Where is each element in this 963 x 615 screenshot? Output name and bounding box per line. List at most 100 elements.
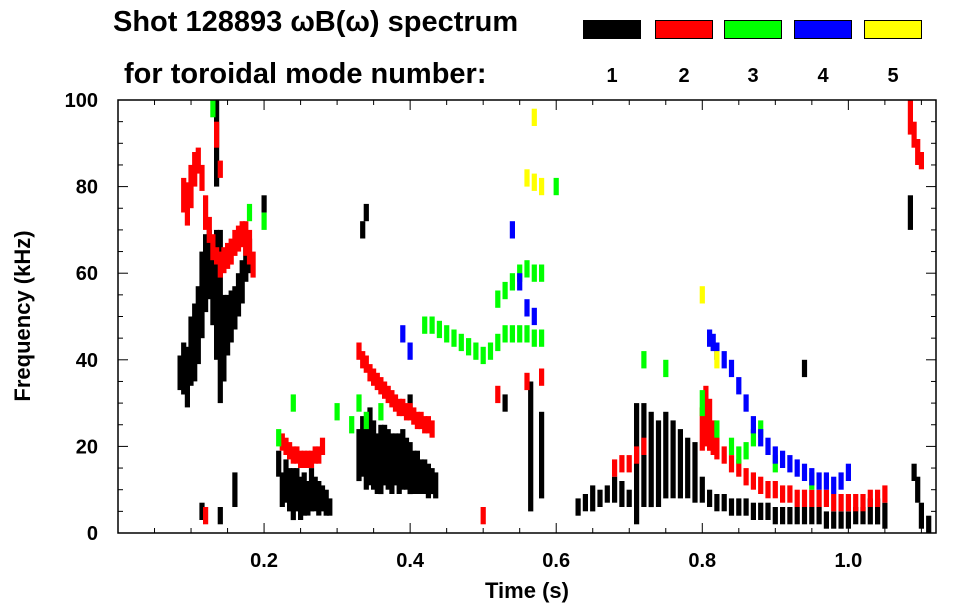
spectrum-point (524, 260, 530, 278)
x-tick-label: 1.0 (834, 550, 862, 572)
legend-label-3: 3 (747, 65, 759, 87)
spectrum-point (531, 264, 537, 282)
spectrum-point (228, 290, 234, 343)
spectrum-point (246, 229, 253, 265)
spectrum-point (203, 234, 209, 313)
spectrum-point (276, 429, 282, 447)
spectrum-point (466, 338, 472, 356)
spectrum-point (517, 264, 523, 282)
spectrum-point (772, 446, 778, 464)
spectrum-point (356, 394, 362, 412)
spectrum-point (473, 342, 479, 360)
spectrum-point (323, 489, 329, 516)
spectrum-point (378, 377, 384, 395)
spectrum-point (765, 481, 771, 499)
spectrum-point (385, 385, 391, 404)
spectrum-point (853, 507, 859, 525)
spectrum-point (363, 411, 369, 430)
spectrum-point (422, 316, 428, 334)
spectrum-point (509, 273, 515, 291)
spectrum-point (743, 442, 749, 460)
spectrum-point (239, 221, 245, 248)
spectrum-point (199, 502, 205, 520)
spectrum-point (192, 152, 198, 187)
y-tick-label: 80 (76, 177, 98, 199)
spectrum-point (235, 225, 242, 252)
spectrum-point (184, 182, 190, 226)
spectrum-point (714, 433, 720, 460)
spectrum-point (276, 450, 282, 477)
spectrum-point (422, 459, 428, 494)
spectrum-point (772, 481, 778, 499)
spectrum-point (524, 169, 530, 187)
spectrum-point (707, 329, 713, 347)
spectrum-point (831, 476, 837, 494)
spectrum-point (301, 450, 307, 468)
spectrum-point (707, 489, 713, 507)
spectrum-point (838, 511, 844, 529)
spectrum-point (184, 346, 190, 408)
series-mode-3 (210, 100, 815, 490)
spectrum-point (210, 234, 216, 261)
spectrum-point (294, 446, 300, 464)
spectrum-point (634, 446, 640, 464)
spectrum-point (495, 290, 501, 308)
spectrum-point (436, 320, 442, 339)
spectrum-point (699, 407, 705, 451)
spectrum-point (392, 394, 399, 412)
spectrum-point (710, 333, 716, 352)
series-mode-1 (177, 100, 932, 533)
spectrum-point (374, 433, 380, 494)
spectrum-point (728, 498, 735, 516)
spectrum-point (780, 507, 786, 525)
spectrum-point (232, 229, 238, 256)
spectrum-point (703, 385, 709, 447)
spectrum-point (425, 463, 431, 499)
spectrum-point (539, 411, 545, 499)
spectrum-point (867, 489, 873, 507)
spectrum-point (228, 238, 234, 265)
y-tick-label: 60 (76, 263, 98, 285)
spectrum-point (875, 498, 881, 525)
spectrum-point (502, 394, 508, 412)
x-tick-label: 0.4 (396, 550, 425, 572)
spectrum-point (845, 463, 851, 481)
spectrum-point (801, 359, 808, 378)
spectrum-point (334, 403, 340, 421)
spectrum-point (714, 420, 720, 438)
spectrum-point (524, 299, 530, 317)
spectrum-point (177, 355, 183, 391)
spectrum-point (531, 173, 537, 191)
spectrum-point (918, 502, 924, 529)
spectrum-point (203, 507, 209, 525)
spectrum-point (400, 429, 406, 490)
spectrum-point (217, 251, 223, 278)
spectrum-point (692, 442, 698, 503)
spectrum-point (495, 385, 501, 404)
y-tick-label: 100 (65, 90, 98, 112)
spectrum-point (487, 342, 494, 360)
spectrum-point (214, 247, 220, 265)
legend-label-4: 4 (817, 65, 829, 87)
y-tick-label: 40 (76, 350, 98, 372)
spectrum-point (283, 459, 289, 503)
spectrum-point (480, 346, 486, 365)
x-tick-label: 0.6 (542, 550, 570, 572)
spectrum-point (188, 164, 194, 209)
spectrum-point (312, 446, 318, 464)
spectrum-point (575, 498, 581, 516)
spectrum-point (765, 437, 771, 455)
spectrum-point (911, 121, 917, 148)
spectrum-point (875, 489, 881, 507)
y-axis-label: Frequency (kHz) (10, 230, 35, 401)
y-tick-label: 0 (87, 523, 98, 545)
spectrum-point (261, 212, 267, 230)
spectrum-point (787, 485, 793, 503)
spectrum-point (225, 242, 231, 269)
spectrum-point (451, 329, 457, 347)
spectrum-point (780, 485, 786, 503)
spectrum-point (590, 485, 596, 512)
spectrum-point (816, 507, 822, 525)
spectrum-point (582, 494, 588, 512)
spectrum-point (360, 416, 366, 477)
